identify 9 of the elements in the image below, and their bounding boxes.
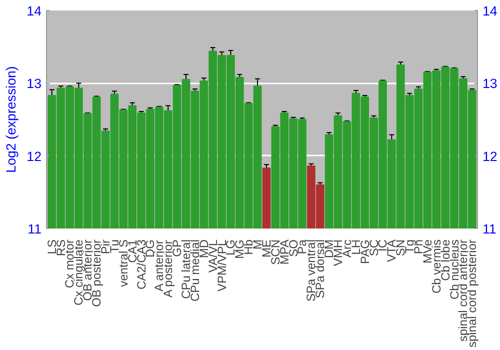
- y2-tick-label: 11: [482, 222, 496, 236]
- y-tick-label: 14: [26, 4, 42, 18]
- y2-tick-label: 14: [482, 4, 498, 18]
- y-tick-label: 13: [26, 76, 42, 92]
- y-tick-label: 12: [26, 148, 42, 164]
- y2-tick-label: 12: [482, 148, 498, 164]
- y-axis-title: Log2 (expression): [4, 66, 19, 173]
- y-tick-label: 11: [28, 222, 42, 236]
- y2-tick-label: 13: [482, 76, 498, 92]
